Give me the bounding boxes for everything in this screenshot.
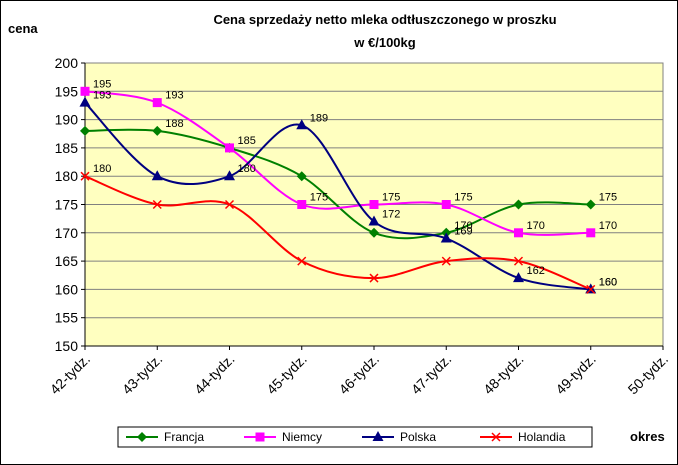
point [152,98,162,108]
chart-subtitle: w €/100kg [353,35,415,50]
chart-title: Cena sprzedaży netto mleka odtłuszczoneg… [213,12,556,27]
data-label: 162 [527,265,545,277]
y-tick-label: 160 [55,281,79,297]
point [513,256,524,266]
data-label: 193 [93,90,111,102]
point [369,273,379,283]
x-axis-title: okres [630,429,665,444]
data-label: 188 [165,118,183,130]
point [80,125,90,136]
legend-marker [137,432,147,442]
point [514,228,523,238]
point [152,199,162,210]
data-label: 175 [599,192,617,204]
point [224,199,235,210]
data-label: 169 [454,225,472,237]
series-line [84,175,592,291]
point [441,256,451,266]
y-tick-label: 185 [55,140,79,156]
data-label: 189 [310,112,328,124]
point [80,171,90,181]
point [369,227,379,238]
data-label: 195 [93,78,111,90]
legend-label: Niemcy [282,430,322,444]
legend-label: Francja [164,430,204,444]
data-label: 180 [238,163,256,175]
point [297,256,307,266]
y-tick-label: 180 [55,168,79,184]
data-label: 185 [238,135,256,147]
point [297,200,307,209]
point [586,284,596,294]
point [225,143,234,153]
point [585,199,596,210]
data-label: 180 [93,163,111,175]
series-line [84,128,591,240]
point [586,228,596,238]
data-label: 160 [599,276,617,288]
point [296,171,307,182]
point [369,200,379,209]
point [513,272,524,283]
y-tick-label: 195 [55,83,79,99]
data-label: 175 [310,192,328,204]
point [152,125,163,136]
y-tick-label: 190 [55,112,79,128]
y-tick-label: 170 [55,225,79,241]
legend-label: Holandia [518,430,566,444]
data-label: 193 [165,90,183,102]
series-line [84,90,591,236]
point [441,200,451,209]
point [79,96,91,107]
legend-marker [255,432,265,442]
legend-label: Polska [400,430,436,444]
y-axis-title: cena [8,21,38,36]
y-tick-label: 200 [55,55,79,71]
legend-marker [372,431,384,441]
y-tick-label: 175 [55,197,79,213]
data-label: 170 [527,220,545,232]
point [440,232,452,243]
point [80,86,90,96]
y-tick-label: 155 [55,310,79,326]
point [368,215,380,226]
legend-marker [491,432,501,442]
y-tick-label: 150 [55,338,79,354]
data-label: 175 [454,192,472,204]
legend [117,426,593,448]
data-label: 172 [382,208,400,220]
data-label: 160 [599,276,617,288]
point [151,170,163,181]
point [513,199,524,210]
y-tick-label: 165 [55,253,79,269]
data-label: 170 [599,220,617,232]
point [224,170,235,181]
data-label: 175 [382,192,400,204]
point [296,119,308,130]
data-label: 170 [454,220,472,232]
